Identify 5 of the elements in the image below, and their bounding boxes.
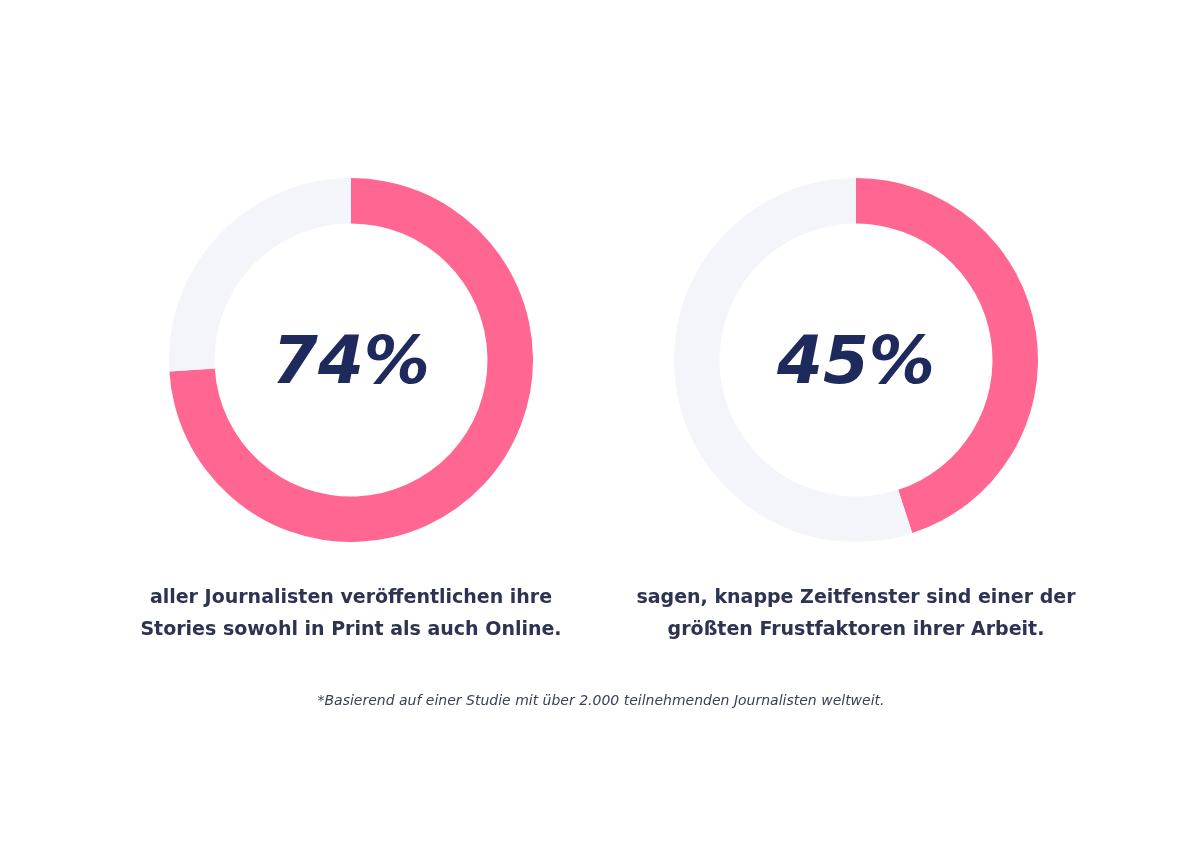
- text: 45%: [776, 321, 935, 399]
- text: *Basierend auf einer Studie mit über 2.000 teilnehmenden Journalisten weltweit.: [316, 692, 886, 708]
- text: sagen, knappe Zeitfenster sind einer der größten Frustfaktoren ihrer Arbeit.: [635, 584, 1077, 641]
- text: 74%: [272, 321, 430, 399]
- text: aller Journalisten veröffentlichen ihre Stories sowohl in Print als auch Online.: [139, 584, 563, 641]
